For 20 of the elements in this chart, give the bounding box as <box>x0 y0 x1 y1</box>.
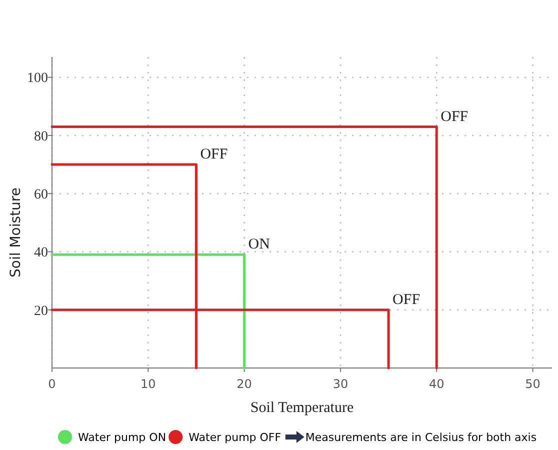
text: Measurements are in Celsius for both axis <box>305 431 537 444</box>
x-tick-label: 0 <box>48 377 56 391</box>
x-tick-label: 10 <box>140 377 156 391</box>
annotation: OFF <box>200 146 228 163</box>
x-tick-label: 20 <box>236 377 252 391</box>
x-axis-title: Soil Temperature <box>250 400 354 416</box>
x-tick-label: 50 <box>525 377 540 391</box>
y-tick-label: 40 <box>34 246 48 261</box>
annotation: OFF <box>392 292 420 308</box>
y-tick-label: 60 <box>34 188 48 203</box>
annotation: ON <box>248 236 270 253</box>
annotation: OFF <box>440 108 468 125</box>
y-axis-title: Soil Moisture <box>8 188 24 278</box>
y-tick-label: 80 <box>34 129 48 144</box>
x-tick-label: 40 <box>428 377 444 391</box>
x-tick-label: 30 <box>332 377 348 391</box>
y-tick-label: 20 <box>34 304 48 319</box>
y-tick-label: 100 <box>27 71 48 86</box>
legend-label: Water pump OFF <box>188 431 282 444</box>
legend-label: Water pump ON <box>78 431 166 444</box>
